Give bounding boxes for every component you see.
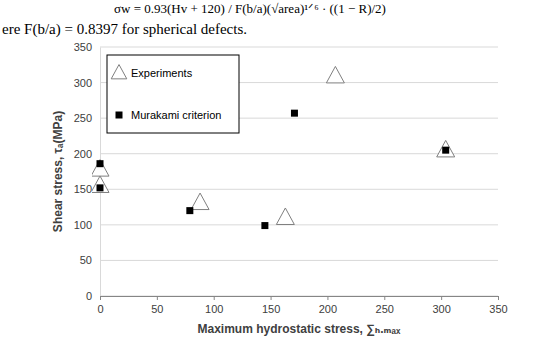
point xyxy=(92,160,109,176)
y-axis-title: Shear stress, τₐ(MPa) xyxy=(51,111,65,232)
tick-mark xyxy=(384,296,385,300)
annotation: σw = 0.93(Hv + 120) / F(b/a)(√area)¹ᐟ⁶ ·… xyxy=(114,1,386,16)
grid-line xyxy=(100,47,498,48)
tick-mark xyxy=(157,296,158,300)
tick-mark xyxy=(214,296,215,300)
tick: 0 xyxy=(86,290,100,302)
point xyxy=(92,176,109,193)
tick: 300 xyxy=(74,77,100,89)
point xyxy=(261,222,268,229)
legend: Experiments Murakami criterion xyxy=(107,55,239,133)
legend-label: Murakami criterion xyxy=(131,109,221,121)
point xyxy=(97,184,104,191)
legend-label: Experiments xyxy=(131,67,193,79)
legend-marker xyxy=(111,65,127,79)
tick-label: 100 xyxy=(205,303,223,315)
chart: σw = 0.93(Hv + 120) / F(b/a)(√area)¹ᐟ⁶ ·… xyxy=(0,0,537,339)
tick: 250 xyxy=(376,296,394,315)
x-axis: 0 50 100 150 200 250 300 350 xyxy=(97,296,507,315)
tick-label: 250 xyxy=(74,112,92,124)
grid-line xyxy=(100,189,498,190)
point xyxy=(326,66,344,83)
tick-label: 250 xyxy=(376,303,394,315)
tick-label: 0 xyxy=(86,290,92,302)
grid-line xyxy=(100,224,498,225)
tick-label: 150 xyxy=(74,183,92,195)
tick-label: 0 xyxy=(97,303,103,315)
grid-line xyxy=(100,260,498,261)
tick: 350 xyxy=(74,41,100,53)
tick: 300 xyxy=(432,296,450,315)
grid xyxy=(100,47,498,296)
legend-marker xyxy=(116,112,123,119)
point xyxy=(186,207,193,214)
tick-label: 100 xyxy=(74,219,92,231)
tick: 0 xyxy=(97,296,103,315)
tick-label: 350 xyxy=(74,41,92,53)
tick: 100 xyxy=(74,219,100,231)
annotation: ere F(b/a) = 0.8397 for spherical defect… xyxy=(2,21,247,38)
point xyxy=(291,110,298,117)
tick: 200 xyxy=(74,148,100,160)
point xyxy=(191,193,209,210)
grid-line xyxy=(100,296,498,297)
point xyxy=(442,147,449,154)
tick-mark xyxy=(498,296,499,300)
tick-label: 50 xyxy=(80,254,92,266)
tick-mark xyxy=(100,296,101,300)
tick-label: 200 xyxy=(74,148,92,160)
tick-label: 150 xyxy=(262,303,280,315)
tick-label: 300 xyxy=(432,303,450,315)
plot: 0 50 100 150 200 250 300 350 0 50 100 150 200 250 300 3… xyxy=(74,41,508,315)
tick: 100 xyxy=(205,296,223,315)
point xyxy=(437,140,455,157)
tick: 50 xyxy=(151,296,163,315)
x-axis-title: Maximum hydrostatic stress, ∑ₕ.ₘₐₓ xyxy=(198,322,402,336)
tick: 200 xyxy=(319,296,337,315)
tick-label: 300 xyxy=(74,77,92,89)
tick-label: 350 xyxy=(489,303,507,315)
tick-mark xyxy=(271,296,272,300)
tick-label: 50 xyxy=(151,303,163,315)
tick: 150 xyxy=(262,296,280,315)
tick-mark xyxy=(327,296,328,300)
tick-mark xyxy=(441,296,442,300)
tick-label: 200 xyxy=(319,303,337,315)
point xyxy=(276,208,294,225)
legend-frame xyxy=(107,55,239,133)
point xyxy=(97,160,104,167)
axis-line xyxy=(101,296,499,297)
tick: 50 xyxy=(80,254,100,266)
tick: 250 xyxy=(74,112,100,124)
tick: 350 xyxy=(489,296,507,315)
